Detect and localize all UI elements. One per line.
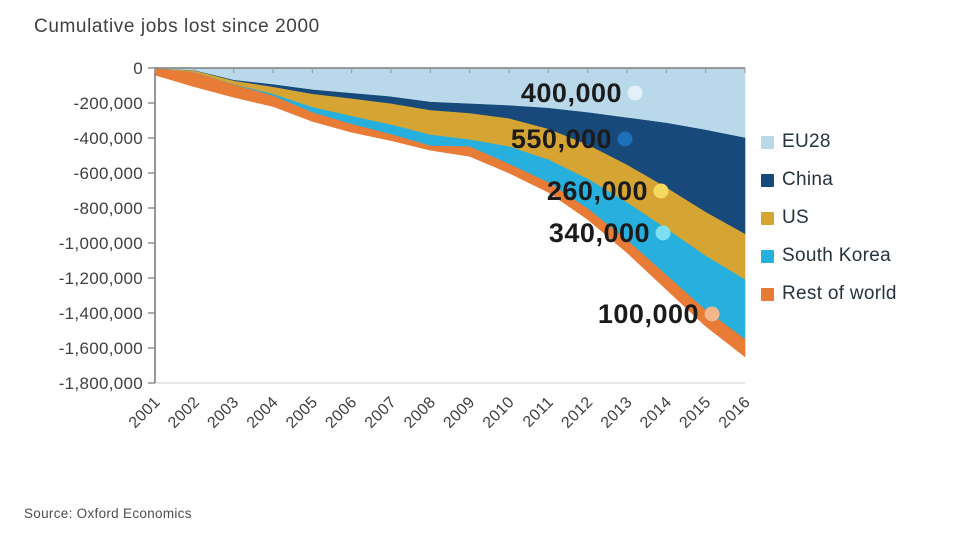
annotation-dot-eu28: [627, 85, 643, 101]
annotation-dot-china: [617, 131, 633, 147]
y-axis-tick-label: -1,800,000: [59, 374, 143, 393]
x-axis-year-label: 2002: [165, 394, 203, 432]
x-axis-year-label: 2001: [126, 394, 164, 432]
legend-swatch-rest-of-world: [761, 287, 774, 301]
y-axis-tick-label: -1,000,000: [59, 234, 143, 253]
legend-item-south-korea: South Korea: [761, 244, 897, 268]
y-axis-tick-label: -200,000: [73, 94, 143, 113]
legend-swatch-south-korea: [761, 249, 774, 263]
x-axis-year-label: 2016: [716, 394, 754, 432]
x-axis-year-label: 2003: [204, 394, 242, 432]
x-axis-year-label: 2009: [440, 394, 478, 432]
annotation-dot-south-korea: [655, 225, 671, 241]
legend-item-china: China: [761, 168, 897, 192]
y-axis-tick-label: -400,000: [73, 129, 143, 148]
y-axis-tick-label: -600,000: [73, 164, 143, 183]
legend-label-rest-of-world: Rest of world: [782, 283, 897, 304]
x-axis-year-label: 2007: [362, 394, 400, 432]
legend-swatch-us: [761, 211, 774, 225]
source-note: Source: Oxford Economics: [24, 506, 192, 521]
x-axis-year-label: 2015: [676, 394, 714, 432]
x-axis-year-label: 2005: [283, 394, 321, 432]
y-axis-tick-label: -1,600,000: [59, 339, 143, 358]
x-axis-year-label: 2011: [520, 394, 557, 431]
y-axis-tick-label: -1,400,000: [59, 304, 143, 323]
x-axis-year-label: 2008: [401, 394, 439, 432]
x-axis-year-label: 2010: [480, 394, 518, 432]
annotation-dot-rest-of-world: [704, 306, 720, 322]
x-axis-year-label: 2012: [558, 394, 596, 432]
annotation-label-south-korea: 340,000: [549, 218, 650, 248]
annotation-label-us: 260,000: [547, 176, 648, 206]
legend-swatch-eu28: [761, 135, 774, 149]
annotation-label-china: 550,000: [511, 124, 612, 154]
x-axis-year-label: 2006: [322, 394, 360, 432]
legend-label-us: US: [782, 207, 809, 228]
chart-legend: EU28 China US South Korea Rest of world: [761, 130, 897, 320]
legend-label-south-korea: South Korea: [782, 245, 891, 266]
legend-item-eu28: EU28: [761, 130, 897, 154]
annotation-dot-us: [653, 183, 669, 199]
legend-item-us: US: [761, 206, 897, 230]
y-axis-tick-label: 0: [133, 59, 143, 78]
x-axis-year-label: 2013: [598, 394, 636, 432]
annotation-label-eu28: 400,000: [521, 78, 622, 108]
legend-swatch-china: [761, 173, 774, 187]
legend-label-china: China: [782, 169, 834, 190]
y-axis-tick-label: -800,000: [73, 199, 143, 218]
y-axis-tick-label: -1,200,000: [59, 269, 143, 288]
annotation-label-rest-of-world: 100,000: [598, 299, 699, 329]
area-band-rest-of-world: [154, 68, 746, 358]
chart-title: Cumulative jobs lost since 2000: [34, 16, 320, 37]
x-axis-year-label: 2014: [637, 394, 675, 432]
legend-label-eu28: EU28: [782, 131, 831, 152]
x-axis-year-label: 2004: [244, 394, 282, 432]
legend-item-rest-of-world: Rest of world: [761, 282, 897, 306]
